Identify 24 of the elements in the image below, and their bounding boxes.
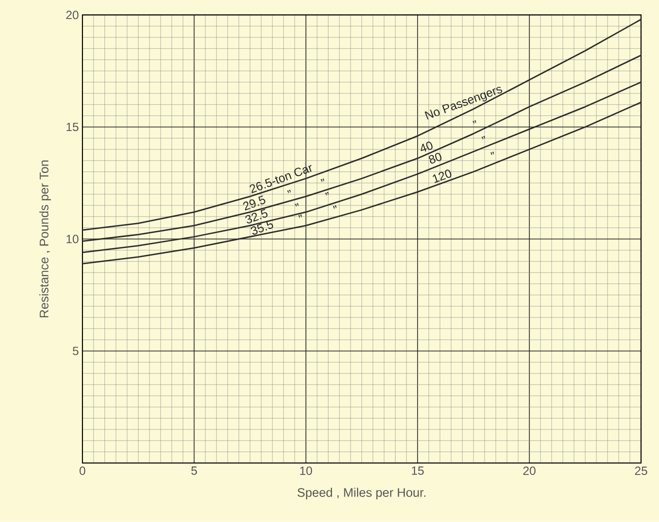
x-tick-label: 5	[191, 466, 197, 475]
annotation: ”	[298, 214, 302, 218]
x-tick-label: 0	[80, 466, 86, 476]
annotation: 120	[432, 170, 452, 184]
annotation: 29.5	[243, 196, 266, 211]
annotation: ”	[332, 205, 336, 209]
annotation: ”	[472, 120, 476, 124]
x-tick-label: 20	[523, 466, 536, 476]
annotation: ”	[325, 192, 329, 196]
y-tick-label: 10	[66, 234, 78, 244]
x-tick-label: 25	[635, 466, 648, 476]
annotation: 80	[428, 152, 442, 164]
annotation: ”	[320, 178, 324, 182]
annotation: ”	[294, 203, 298, 207]
annotation: 40	[420, 142, 433, 152]
y-tick-label: 15	[66, 122, 78, 132]
y-tick-label: 20	[66, 10, 78, 20]
y-tick-label: 5	[72, 346, 78, 356]
y-axis-title: Resistance , Pounds per Ton	[39, 160, 51, 318]
x-tick-label: 10	[300, 466, 312, 476]
annotation: ”	[482, 136, 485, 140]
annotation: ”	[490, 152, 494, 156]
x-axis-title: Speed , Miles per Hour.	[298, 488, 426, 500]
x-tick-label: 15	[412, 466, 424, 475]
